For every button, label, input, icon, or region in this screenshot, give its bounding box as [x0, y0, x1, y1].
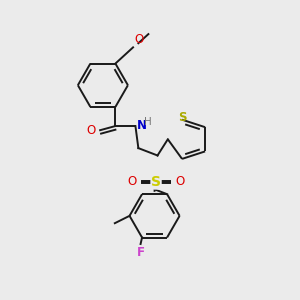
Text: O: O	[86, 124, 95, 137]
Text: S: S	[151, 175, 161, 189]
Text: N: N	[137, 119, 147, 132]
Text: O: O	[128, 176, 137, 188]
Text: O: O	[134, 33, 144, 46]
Text: S: S	[178, 111, 186, 124]
Text: F: F	[136, 246, 145, 259]
Text: O: O	[175, 176, 184, 188]
Text: H: H	[144, 117, 152, 127]
